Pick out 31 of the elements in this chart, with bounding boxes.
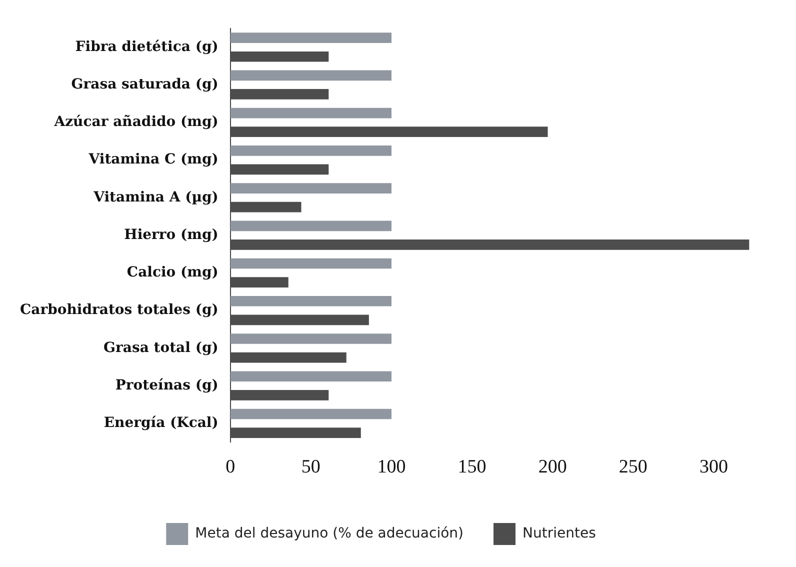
bar xyxy=(230,70,392,81)
bar xyxy=(230,108,392,118)
bar xyxy=(230,371,392,382)
x-tick-label: 0 xyxy=(226,456,236,478)
bar xyxy=(230,408,392,420)
bar xyxy=(230,296,392,306)
y-tick-label: Vitamina C (mg) xyxy=(88,152,218,168)
y-tick-label: Grasa total (g) xyxy=(104,340,218,356)
legend-label: Nutrientes xyxy=(522,526,596,542)
bar xyxy=(230,220,392,232)
bar xyxy=(230,334,392,344)
bar xyxy=(230,183,392,194)
y-tick-label: Azúcar añadido (mg) xyxy=(53,114,218,130)
y-tick-label: Fibra dietética (g) xyxy=(75,38,218,55)
y-tick-label: Grasa saturada (g) xyxy=(71,76,218,92)
x-tick-label: 150 xyxy=(458,456,486,478)
bar xyxy=(230,32,392,43)
y-tick-label: Vitamina A (µg) xyxy=(92,189,218,206)
y-tick-label: Carbohidratos totales (g) xyxy=(20,302,218,318)
x-tick-label: 50 xyxy=(301,456,320,478)
y-tick-label: Energía (Kcal) xyxy=(104,415,218,432)
bar xyxy=(230,145,392,156)
x-tick-label: 100 xyxy=(377,456,406,478)
x-tick-label: 250 xyxy=(618,456,648,478)
legend-label: Meta del desayuno (% de adecuación) xyxy=(195,526,464,542)
y-tick-label: Calcio (mg) xyxy=(126,264,218,281)
x-tick-label: 300 xyxy=(699,456,728,478)
x-tick-label: 200 xyxy=(538,456,567,478)
y-tick-label: Hierro (mg) xyxy=(124,226,218,243)
bar xyxy=(230,258,392,269)
y-tick-label: Proteínas (g) xyxy=(115,377,218,394)
